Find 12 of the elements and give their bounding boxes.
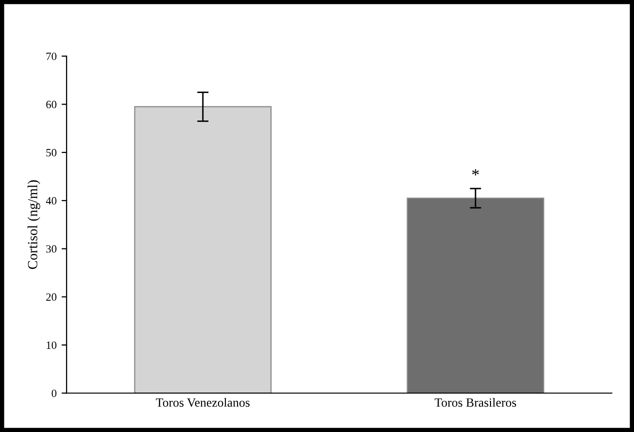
y-tick-label: 60: [46, 100, 56, 108]
y-tick-label: 10: [46, 341, 56, 349]
y-tick-label: 0: [52, 390, 56, 398]
x-tick-label: Toros Venezolanos: [156, 398, 250, 407]
y-tick-label: 50: [46, 148, 56, 156]
annotation: *: [472, 169, 479, 176]
y-tick-label: 70: [46, 52, 56, 60]
y-tick-label: 40: [46, 197, 56, 205]
x-tick-label: Toros Brasileros: [434, 398, 516, 407]
y-tick-label: 30: [46, 245, 56, 253]
y-axis-title: Cortisol (ng/ml): [28, 180, 40, 270]
y-tick-label: 20: [46, 293, 56, 301]
